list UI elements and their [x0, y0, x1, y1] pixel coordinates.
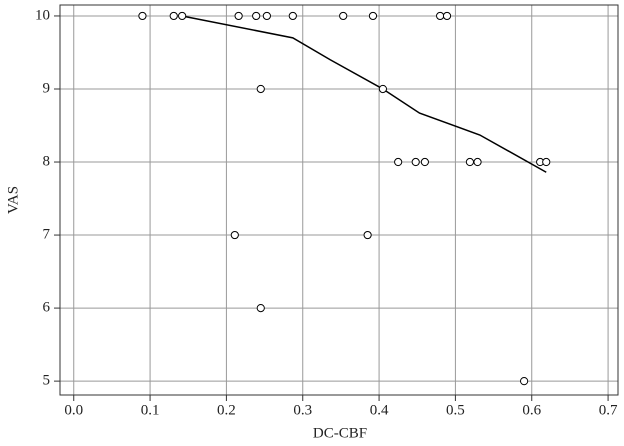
- point: [234, 11, 243, 21]
- point: [288, 11, 297, 21]
- point: [363, 230, 372, 240]
- point: [138, 11, 147, 21]
- point: [256, 84, 265, 94]
- point: [252, 11, 261, 21]
- point: [394, 157, 403, 167]
- x-tick-label: 0.0: [64, 402, 83, 418]
- y-tick-label: 10: [35, 7, 50, 23]
- point: [339, 11, 348, 21]
- x-tick-label: 0.3: [293, 402, 312, 418]
- point: [368, 11, 378, 21]
- point: [256, 303, 265, 313]
- point: [465, 157, 475, 167]
- point: [230, 230, 239, 240]
- point: [411, 157, 420, 167]
- fit-line: [181, 15, 547, 173]
- point: [442, 11, 452, 21]
- x-tick-label: 0.6: [522, 402, 541, 418]
- point: [178, 11, 187, 21]
- y-tick-label: 6: [43, 300, 51, 316]
- y-tick-label: 9: [43, 80, 51, 96]
- point: [436, 11, 445, 21]
- point: [542, 157, 551, 167]
- y-tick-label: 5: [43, 373, 51, 389]
- point: [520, 377, 529, 386]
- x-tick-label: 0.5: [446, 402, 465, 418]
- point: [378, 84, 387, 94]
- plot-frame: [59, 4, 619, 396]
- x-axis-label: DC-CBF: [313, 425, 367, 441]
- y-tick-label: 7: [43, 226, 51, 242]
- x-tick-label: 0.7: [599, 402, 618, 418]
- point: [169, 11, 178, 21]
- y-tick-label: 8: [43, 153, 51, 169]
- point: [420, 157, 429, 167]
- x-tick-label: 0.4: [370, 402, 389, 418]
- point: [262, 11, 271, 21]
- y-axis-label: VAS: [5, 186, 21, 214]
- point: [473, 157, 482, 167]
- x-tick-label: 0.1: [141, 402, 160, 418]
- x-tick-label: 0.2: [217, 402, 236, 418]
